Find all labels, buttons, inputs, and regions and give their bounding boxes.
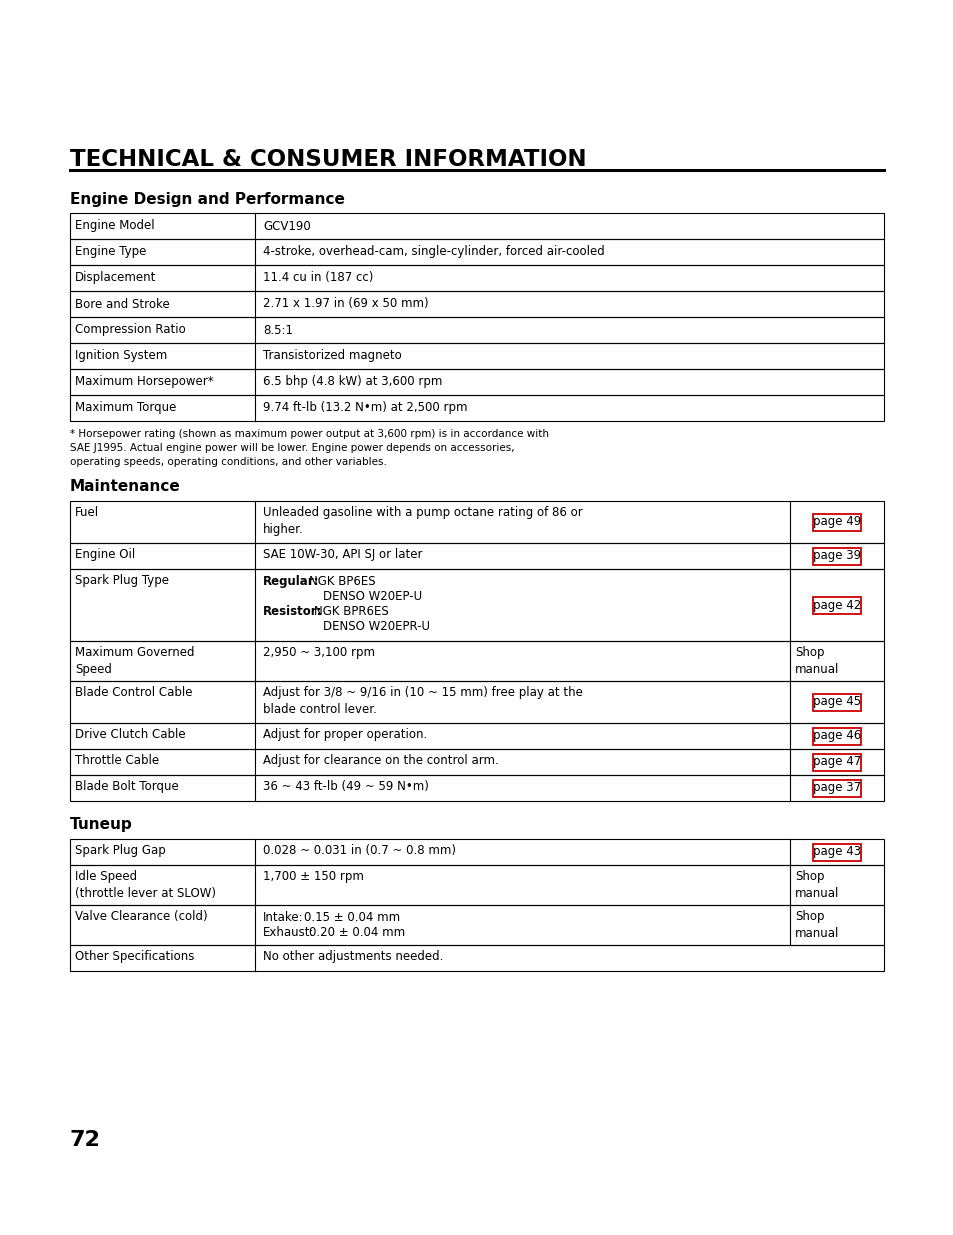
Text: Adjust for clearance on the control arm.: Adjust for clearance on the control arm. [263, 755, 498, 767]
Bar [812, 694, 861, 710]
Text: Engine Oil: Engine Oil [75, 548, 135, 561]
Bar [70, 317, 883, 343]
Text: Unleaded gasoline with a pump octane rating of 86 or
higher.: Unleaded gasoline with a pump octane rat… [263, 506, 582, 536]
Text: Maximum Horsepower*: Maximum Horsepower* [75, 375, 213, 389]
Bar [812, 753, 861, 771]
Text: Compression Ratio: Compression Ratio [75, 324, 186, 336]
Text: Ignition System: Ignition System [75, 350, 167, 363]
Bar [70, 905, 883, 945]
Bar [70, 501, 883, 543]
Bar [812, 844, 861, 861]
Text: page 42: page 42 [812, 599, 861, 611]
Text: DENSO W20EPR-U: DENSO W20EPR-U [263, 620, 430, 634]
Text: Idle Speed
(throttle lever at SLOW): Idle Speed (throttle lever at SLOW) [75, 869, 215, 900]
Text: Drive Clutch Cable: Drive Clutch Cable [75, 727, 186, 741]
Text: page 46: page 46 [812, 730, 861, 742]
Bar [70, 343, 883, 369]
Text: 36 ~ 43 ft-lb (49 ~ 59 N•m): 36 ~ 43 ft-lb (49 ~ 59 N•m) [263, 781, 429, 793]
Text: 0.20 ± 0.04 mm: 0.20 ± 0.04 mm [309, 926, 405, 939]
Text: Intake:: Intake: [263, 911, 303, 924]
Bar [70, 543, 883, 569]
Bar [70, 266, 883, 291]
Text: GCV190: GCV190 [263, 220, 311, 232]
Bar [70, 569, 883, 641]
Text: DENSO W20EP-U: DENSO W20EP-U [263, 590, 421, 603]
Bar [70, 369, 883, 395]
Text: Regular:: Regular: [263, 576, 319, 588]
Text: Displacement: Displacement [75, 272, 156, 284]
Text: NGK BPR6ES: NGK BPR6ES [314, 605, 388, 618]
Text: 6.5 bhp (4.8 kW) at 3,600 rpm: 6.5 bhp (4.8 kW) at 3,600 rpm [263, 375, 442, 389]
Text: Transistorized magneto: Transistorized magneto [263, 350, 401, 363]
Bar [70, 945, 883, 971]
Text: NGK BP6ES: NGK BP6ES [308, 576, 375, 588]
Bar [812, 597, 861, 614]
Bar [70, 240, 883, 266]
Bar [70, 680, 883, 722]
Text: Spark Plug Gap: Spark Plug Gap [75, 844, 166, 857]
Text: 2,950 ~ 3,100 rpm: 2,950 ~ 3,100 rpm [263, 646, 375, 659]
Text: 11.4 cu in (187 cc): 11.4 cu in (187 cc) [263, 272, 373, 284]
Text: 0.028 ~ 0.031 in (0.7 ~ 0.8 mm): 0.028 ~ 0.031 in (0.7 ~ 0.8 mm) [263, 844, 456, 857]
Text: Resistor:: Resistor: [263, 605, 322, 618]
Bar [812, 727, 861, 745]
Text: Other Specifications: Other Specifications [75, 950, 194, 963]
Text: page 43: page 43 [812, 846, 861, 858]
Bar [70, 641, 883, 680]
Bar [70, 212, 883, 240]
Text: page 39: page 39 [812, 550, 861, 562]
Text: Exhaust:: Exhaust: [263, 926, 314, 939]
Text: Fuel: Fuel [75, 506, 99, 519]
Bar [70, 395, 883, 421]
Text: Shop
manual: Shop manual [794, 646, 839, 676]
Text: 9.74 ft-lb (13.2 N•m) at 2,500 rpm: 9.74 ft-lb (13.2 N•m) at 2,500 rpm [263, 401, 467, 415]
Text: Engine Design and Performance: Engine Design and Performance [70, 191, 345, 207]
Bar [70, 839, 883, 864]
Text: TECHNICAL & CONSUMER INFORMATION: TECHNICAL & CONSUMER INFORMATION [70, 148, 586, 170]
Text: 0.15 ± 0.04 mm: 0.15 ± 0.04 mm [304, 911, 399, 924]
Text: Throttle Cable: Throttle Cable [75, 755, 159, 767]
Text: * Horsepower rating (shown as maximum power output at 3,600 rpm) is in accordanc: * Horsepower rating (shown as maximum po… [70, 429, 548, 467]
Text: Spark Plug Type: Spark Plug Type [75, 574, 169, 587]
Text: Bore and Stroke: Bore and Stroke [75, 298, 170, 310]
Text: page 47: page 47 [812, 756, 861, 768]
Bar [70, 864, 883, 905]
Bar [70, 291, 883, 317]
Text: Valve Clearance (cold): Valve Clearance (cold) [75, 910, 208, 923]
Text: Blade Bolt Torque: Blade Bolt Torque [75, 781, 178, 793]
Text: page 45: page 45 [812, 695, 861, 709]
Text: Shop
manual: Shop manual [794, 910, 839, 940]
Text: Adjust for 3/8 ~ 9/16 in (10 ~ 15 mm) free play at the
blade control lever.: Adjust for 3/8 ~ 9/16 in (10 ~ 15 mm) fr… [263, 685, 582, 716]
Bar [70, 748, 883, 776]
Text: Tuneup: Tuneup [70, 818, 132, 832]
Text: Adjust for proper operation.: Adjust for proper operation. [263, 727, 427, 741]
Text: Maximum Governed
Speed: Maximum Governed Speed [75, 646, 194, 676]
Text: Blade Control Cable: Blade Control Cable [75, 685, 193, 699]
Text: page 49: page 49 [812, 515, 861, 529]
Text: page 37: page 37 [812, 782, 861, 794]
Bar [812, 514, 861, 531]
Text: 8.5:1: 8.5:1 [263, 324, 293, 336]
Bar [70, 776, 883, 802]
Text: 1,700 ± 150 rpm: 1,700 ± 150 rpm [263, 869, 363, 883]
Bar [70, 722, 883, 748]
Text: 2.71 x 1.97 in (69 x 50 mm): 2.71 x 1.97 in (69 x 50 mm) [263, 298, 428, 310]
Text: Engine Model: Engine Model [75, 220, 154, 232]
Text: Maximum Torque: Maximum Torque [75, 401, 176, 415]
Text: No other adjustments needed.: No other adjustments needed. [263, 950, 443, 963]
Text: Shop
manual: Shop manual [794, 869, 839, 900]
Text: 72: 72 [70, 1130, 101, 1150]
Bar [812, 779, 861, 797]
Text: 4-stroke, overhead-cam, single-cylinder, forced air-cooled: 4-stroke, overhead-cam, single-cylinder,… [263, 246, 604, 258]
Bar [812, 547, 861, 564]
Text: Maintenance: Maintenance [70, 479, 180, 494]
Text: Engine Type: Engine Type [75, 246, 146, 258]
Text: SAE 10W-30, API SJ or later: SAE 10W-30, API SJ or later [263, 548, 422, 561]
